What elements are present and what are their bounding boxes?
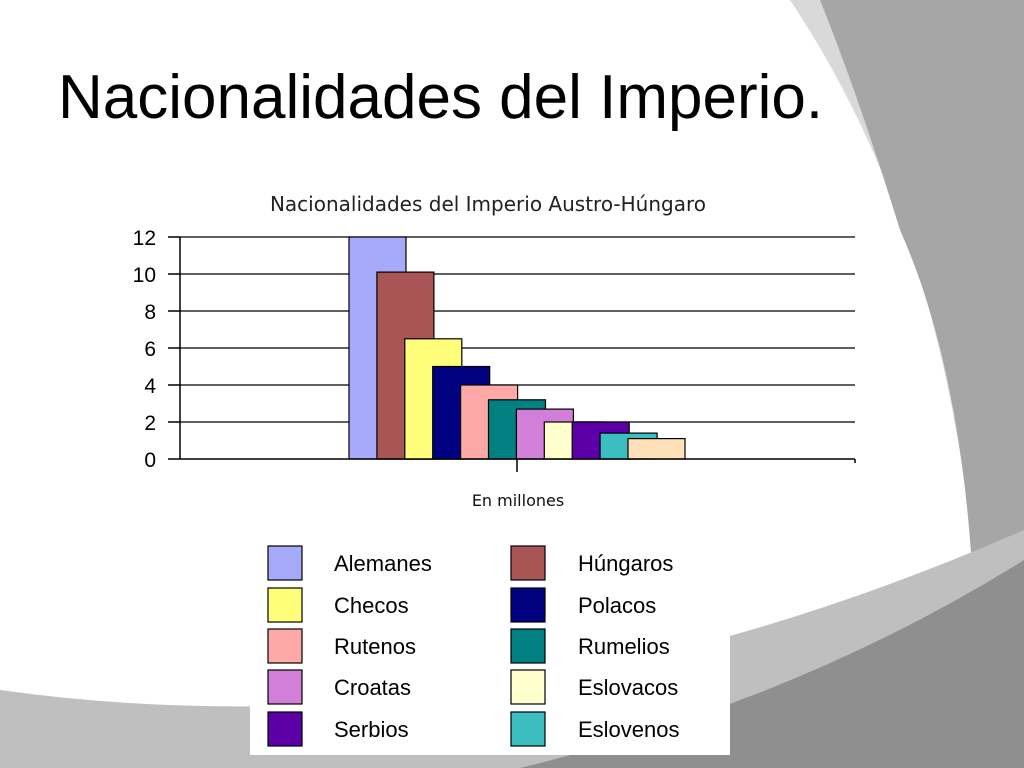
background-swoosh-bottom-dark xyxy=(520,560,1024,768)
y-tick-label: 2 xyxy=(144,412,156,435)
y-tick-label: 10 xyxy=(133,264,156,287)
slide-title: Nacionalidades del Imperio. xyxy=(58,63,824,132)
legend-swatch xyxy=(510,587,546,623)
legend-swatch xyxy=(510,669,546,705)
legend-swatch xyxy=(267,545,303,581)
y-tick-label: 8 xyxy=(144,301,156,324)
legend-label: Húngaros xyxy=(578,551,673,576)
legend-label: Rumelios xyxy=(578,634,670,659)
legend-label: Croatas xyxy=(334,675,411,700)
legend-label: Rutenos xyxy=(334,634,416,659)
y-tick-label: 4 xyxy=(144,375,156,398)
legend-swatch xyxy=(510,545,546,581)
legend-swatch xyxy=(510,711,546,747)
legend: Alemanes Húngaros Checos Polacos Rutenos Rume… xyxy=(267,545,680,747)
x-axis-title: En millones xyxy=(472,491,564,510)
legend-label: Checos xyxy=(334,593,409,618)
legend-swatch xyxy=(267,711,303,747)
legend-background xyxy=(250,535,730,755)
bar-unlabeled xyxy=(627,438,686,460)
legend-swatch xyxy=(267,587,303,623)
legend-label: Eslovenos xyxy=(578,717,680,742)
y-axis-tick-labels: 0 2 4 6 8 10 12 xyxy=(133,227,157,472)
legend-label: Polacos xyxy=(578,593,656,618)
y-tick-label: 12 xyxy=(133,227,156,250)
y-tick-label: 6 xyxy=(144,338,156,361)
legend-swatch xyxy=(510,628,546,664)
legend-swatch xyxy=(267,669,303,705)
legend-label: Alemanes xyxy=(334,551,432,576)
legend-label: Serbios xyxy=(334,717,409,742)
legend-label: Eslovacos xyxy=(578,675,678,700)
y-tick-label: 0 xyxy=(144,449,156,472)
legend-swatch xyxy=(267,628,303,664)
chart-title: Nacionalidades del Imperio Austro-Húngar… xyxy=(270,192,706,216)
